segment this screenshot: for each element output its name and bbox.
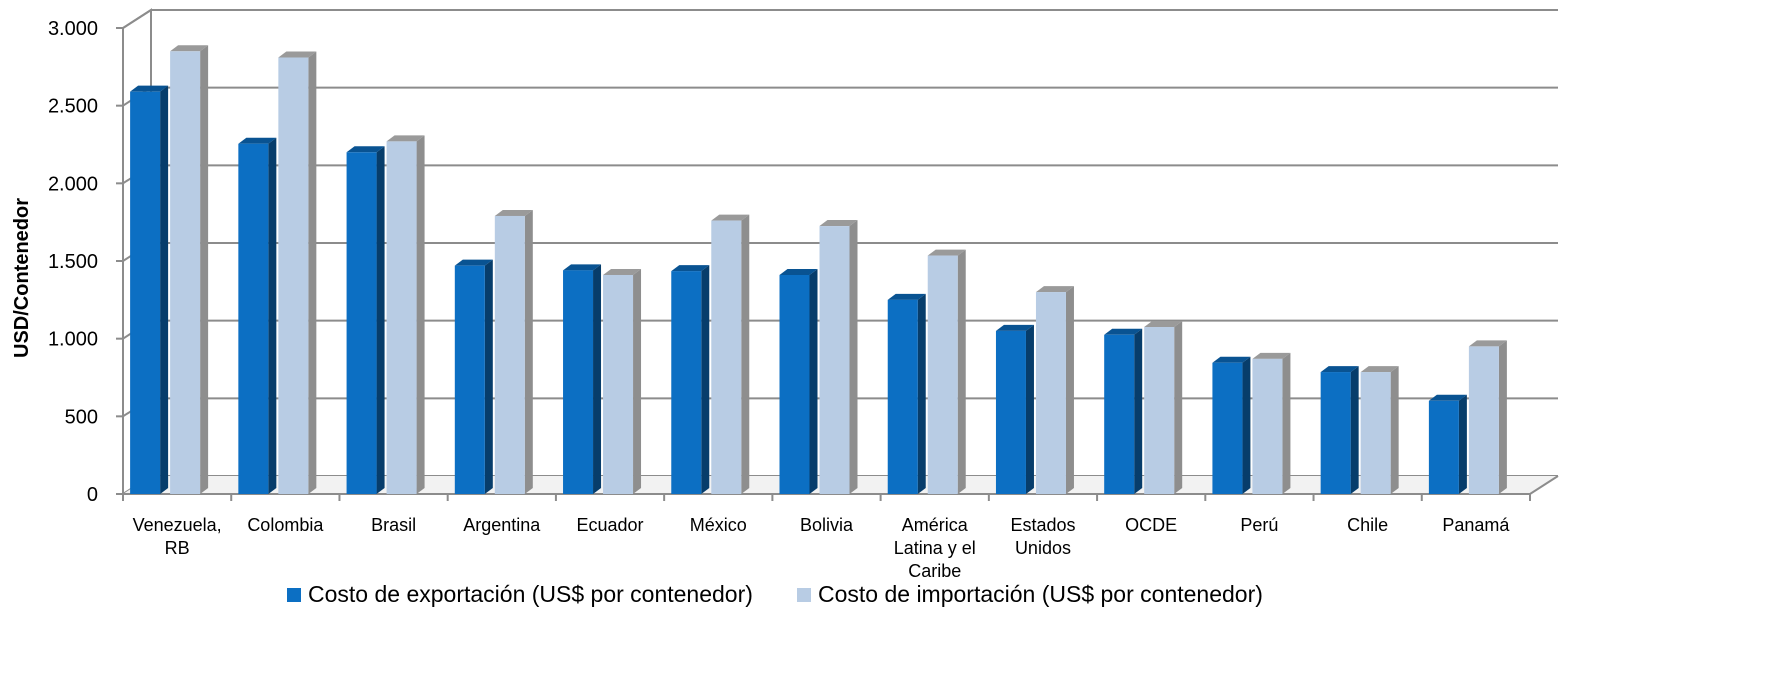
x-tick-label: Argentina — [463, 515, 541, 535]
y-tick-labels: 0 500 1.000 1.500 2.000 2.500 3.000 — [48, 18, 98, 506]
bars — [130, 45, 1507, 495]
x-tick-label: México — [690, 515, 747, 535]
bar — [563, 264, 602, 494]
x-tick-label: Bolivia — [800, 515, 854, 535]
bar — [1252, 352, 1291, 494]
legend-label: Costo de exportación (US$ por contenedor… — [308, 581, 753, 607]
legend: Costo de exportación (US$ por contenedor… — [287, 581, 1263, 607]
y-tick-label: 2.500 — [48, 96, 98, 118]
x-tick-label: Estados Unidos — [1010, 515, 1075, 558]
bar — [278, 51, 317, 494]
bar — [1035, 286, 1074, 494]
bar — [454, 259, 493, 494]
gridline — [122, 86, 1558, 107]
x-tick-label: Venezuela, RB — [133, 515, 222, 558]
bar — [1320, 366, 1359, 494]
bar — [170, 45, 209, 495]
x-tick-label: Brasil — [371, 515, 416, 535]
bar — [1212, 356, 1251, 494]
legend-swatch — [287, 588, 301, 602]
y-tick-label: 2.000 — [48, 173, 98, 195]
x-tick-label: Panamá — [1442, 515, 1510, 535]
y-tick-label: 3.000 — [48, 18, 98, 40]
y-tick-label: 0 — [87, 484, 98, 506]
bar — [603, 268, 642, 494]
bar — [386, 135, 425, 495]
gridline — [122, 9, 1558, 29]
bar — [1468, 340, 1507, 494]
x-tick-label: Chile — [1347, 515, 1388, 535]
x-tick-label: América Latina y el Caribe — [894, 515, 976, 581]
y-axis-label: USD/Contenedor — [11, 198, 33, 358]
y-tick-label: 1.000 — [48, 329, 98, 351]
bar — [711, 214, 750, 494]
bar — [819, 220, 858, 495]
x-tick-label: Ecuador — [577, 515, 644, 535]
bar — [130, 85, 169, 494]
bar — [1104, 328, 1143, 494]
x-tick-labels: Venezuela, RB Colombia Brasil Argentina Ecuad… — [133, 515, 1511, 581]
bar — [1360, 366, 1399, 494]
x-tick-label: Perú — [1240, 515, 1278, 535]
bar — [1428, 394, 1467, 494]
y-tick-label: 1.500 — [48, 251, 98, 273]
gridline — [122, 164, 1558, 185]
bar — [494, 209, 533, 494]
x-tick-label: Colombia — [247, 515, 324, 535]
bar — [1144, 321, 1183, 494]
bar — [238, 137, 277, 494]
x-tick-label: OCDE — [1125, 515, 1177, 535]
bar — [995, 324, 1034, 494]
bar — [671, 265, 710, 494]
bar — [927, 249, 966, 494]
legend-label: Costo de importación (US$ por contenedor… — [818, 581, 1263, 607]
bar — [346, 146, 385, 494]
legend-swatch — [797, 588, 811, 602]
bar — [779, 268, 818, 494]
y-tick-label: 500 — [65, 406, 98, 428]
bar — [887, 293, 926, 494]
